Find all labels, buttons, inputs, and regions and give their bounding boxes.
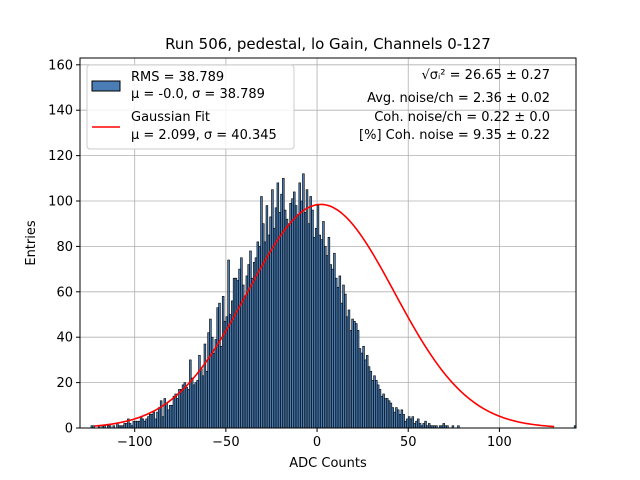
y-tick-label: 120 (48, 149, 73, 164)
annotation-rms: √σᵢ² = 26.65 ± 0.27 (421, 68, 550, 83)
legend-histogram-swatch (91, 80, 121, 92)
x-tick-label: −100 (117, 435, 153, 450)
legend: RMS = 38.789 μ = -0.0, σ = 38.789 Gaussi… (86, 64, 295, 150)
y-tick-label: 140 (48, 104, 73, 119)
y-axis-ticks: 0 20 40 60 80 100 120 140 160 (48, 58, 80, 437)
y-axis-label: Entries (24, 220, 39, 266)
legend-fit-name: Gaussian Fit (131, 110, 210, 125)
legend-histogram-stats: μ = -0.0, σ = 38.789 (131, 87, 265, 102)
x-tick-label: 50 (400, 435, 417, 450)
x-axis-label: ADC Counts (289, 456, 367, 471)
annotation-coh-noise-pct: [%] Coh. noise = 9.35 ± 0.22 (359, 128, 550, 143)
x-axis-ticks: −100 −50 0 50 100 (117, 428, 512, 450)
annotation-avg-noise: Avg. noise/ch = 2.36 ± 0.02 (367, 91, 550, 106)
x-tick-label: −50 (212, 435, 239, 450)
y-tick-label: 40 (56, 331, 73, 346)
y-tick-label: 80 (56, 240, 73, 255)
legend-box (86, 64, 295, 150)
y-tick-label: 20 (56, 376, 73, 391)
legend-histogram-name: RMS = 38.789 (131, 70, 224, 85)
x-tick-label: 0 (313, 435, 321, 450)
y-tick-label: 60 (56, 285, 73, 300)
legend-fit-stats: μ = 2.099, σ = 40.345 (131, 128, 277, 143)
gaussian-fit-curve (94, 203, 555, 428)
x-tick-label: 100 (487, 435, 512, 450)
histogram-bars (90, 173, 577, 429)
annotation-coh-noise: Coh. noise/ch = 0.22 ± 0.0 (374, 110, 550, 125)
y-tick-label: 100 (48, 195, 73, 210)
chart-title: Run 506, pedestal, lo Gain, Channels 0-1… (165, 35, 491, 53)
axes-frame (79, 57, 577, 429)
y-tick-label: 0 (65, 422, 73, 437)
y-tick-label: 160 (48, 58, 73, 73)
